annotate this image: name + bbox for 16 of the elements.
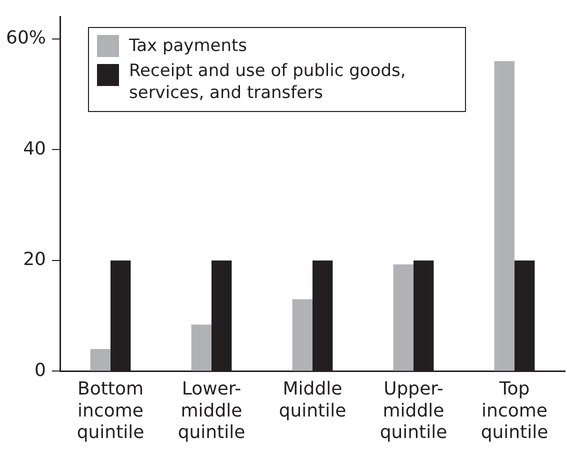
bar <box>494 61 514 371</box>
y-tick-label: 60% <box>6 28 46 49</box>
y-tick-label: 40 <box>23 138 46 160</box>
x-tick-label: Bottom income quintile <box>76 378 144 443</box>
bar <box>393 264 414 371</box>
legend-label: Tax payments <box>129 34 248 57</box>
bar <box>90 349 111 371</box>
y-tick-label: 20 <box>23 249 46 270</box>
bar <box>292 299 313 371</box>
x-tick-label: Middle quintile <box>278 378 346 422</box>
x-tick-label: Top income quintile <box>480 378 548 443</box>
legend-label: Receipt and use of public goods, services, and transfers <box>129 60 407 104</box>
y-tick-label: 0 <box>34 360 46 381</box>
x-tick-label: Lower- middle quintile <box>178 378 246 443</box>
bar <box>191 324 212 371</box>
x-tick-label: Upper- middle quintile <box>380 378 448 443</box>
